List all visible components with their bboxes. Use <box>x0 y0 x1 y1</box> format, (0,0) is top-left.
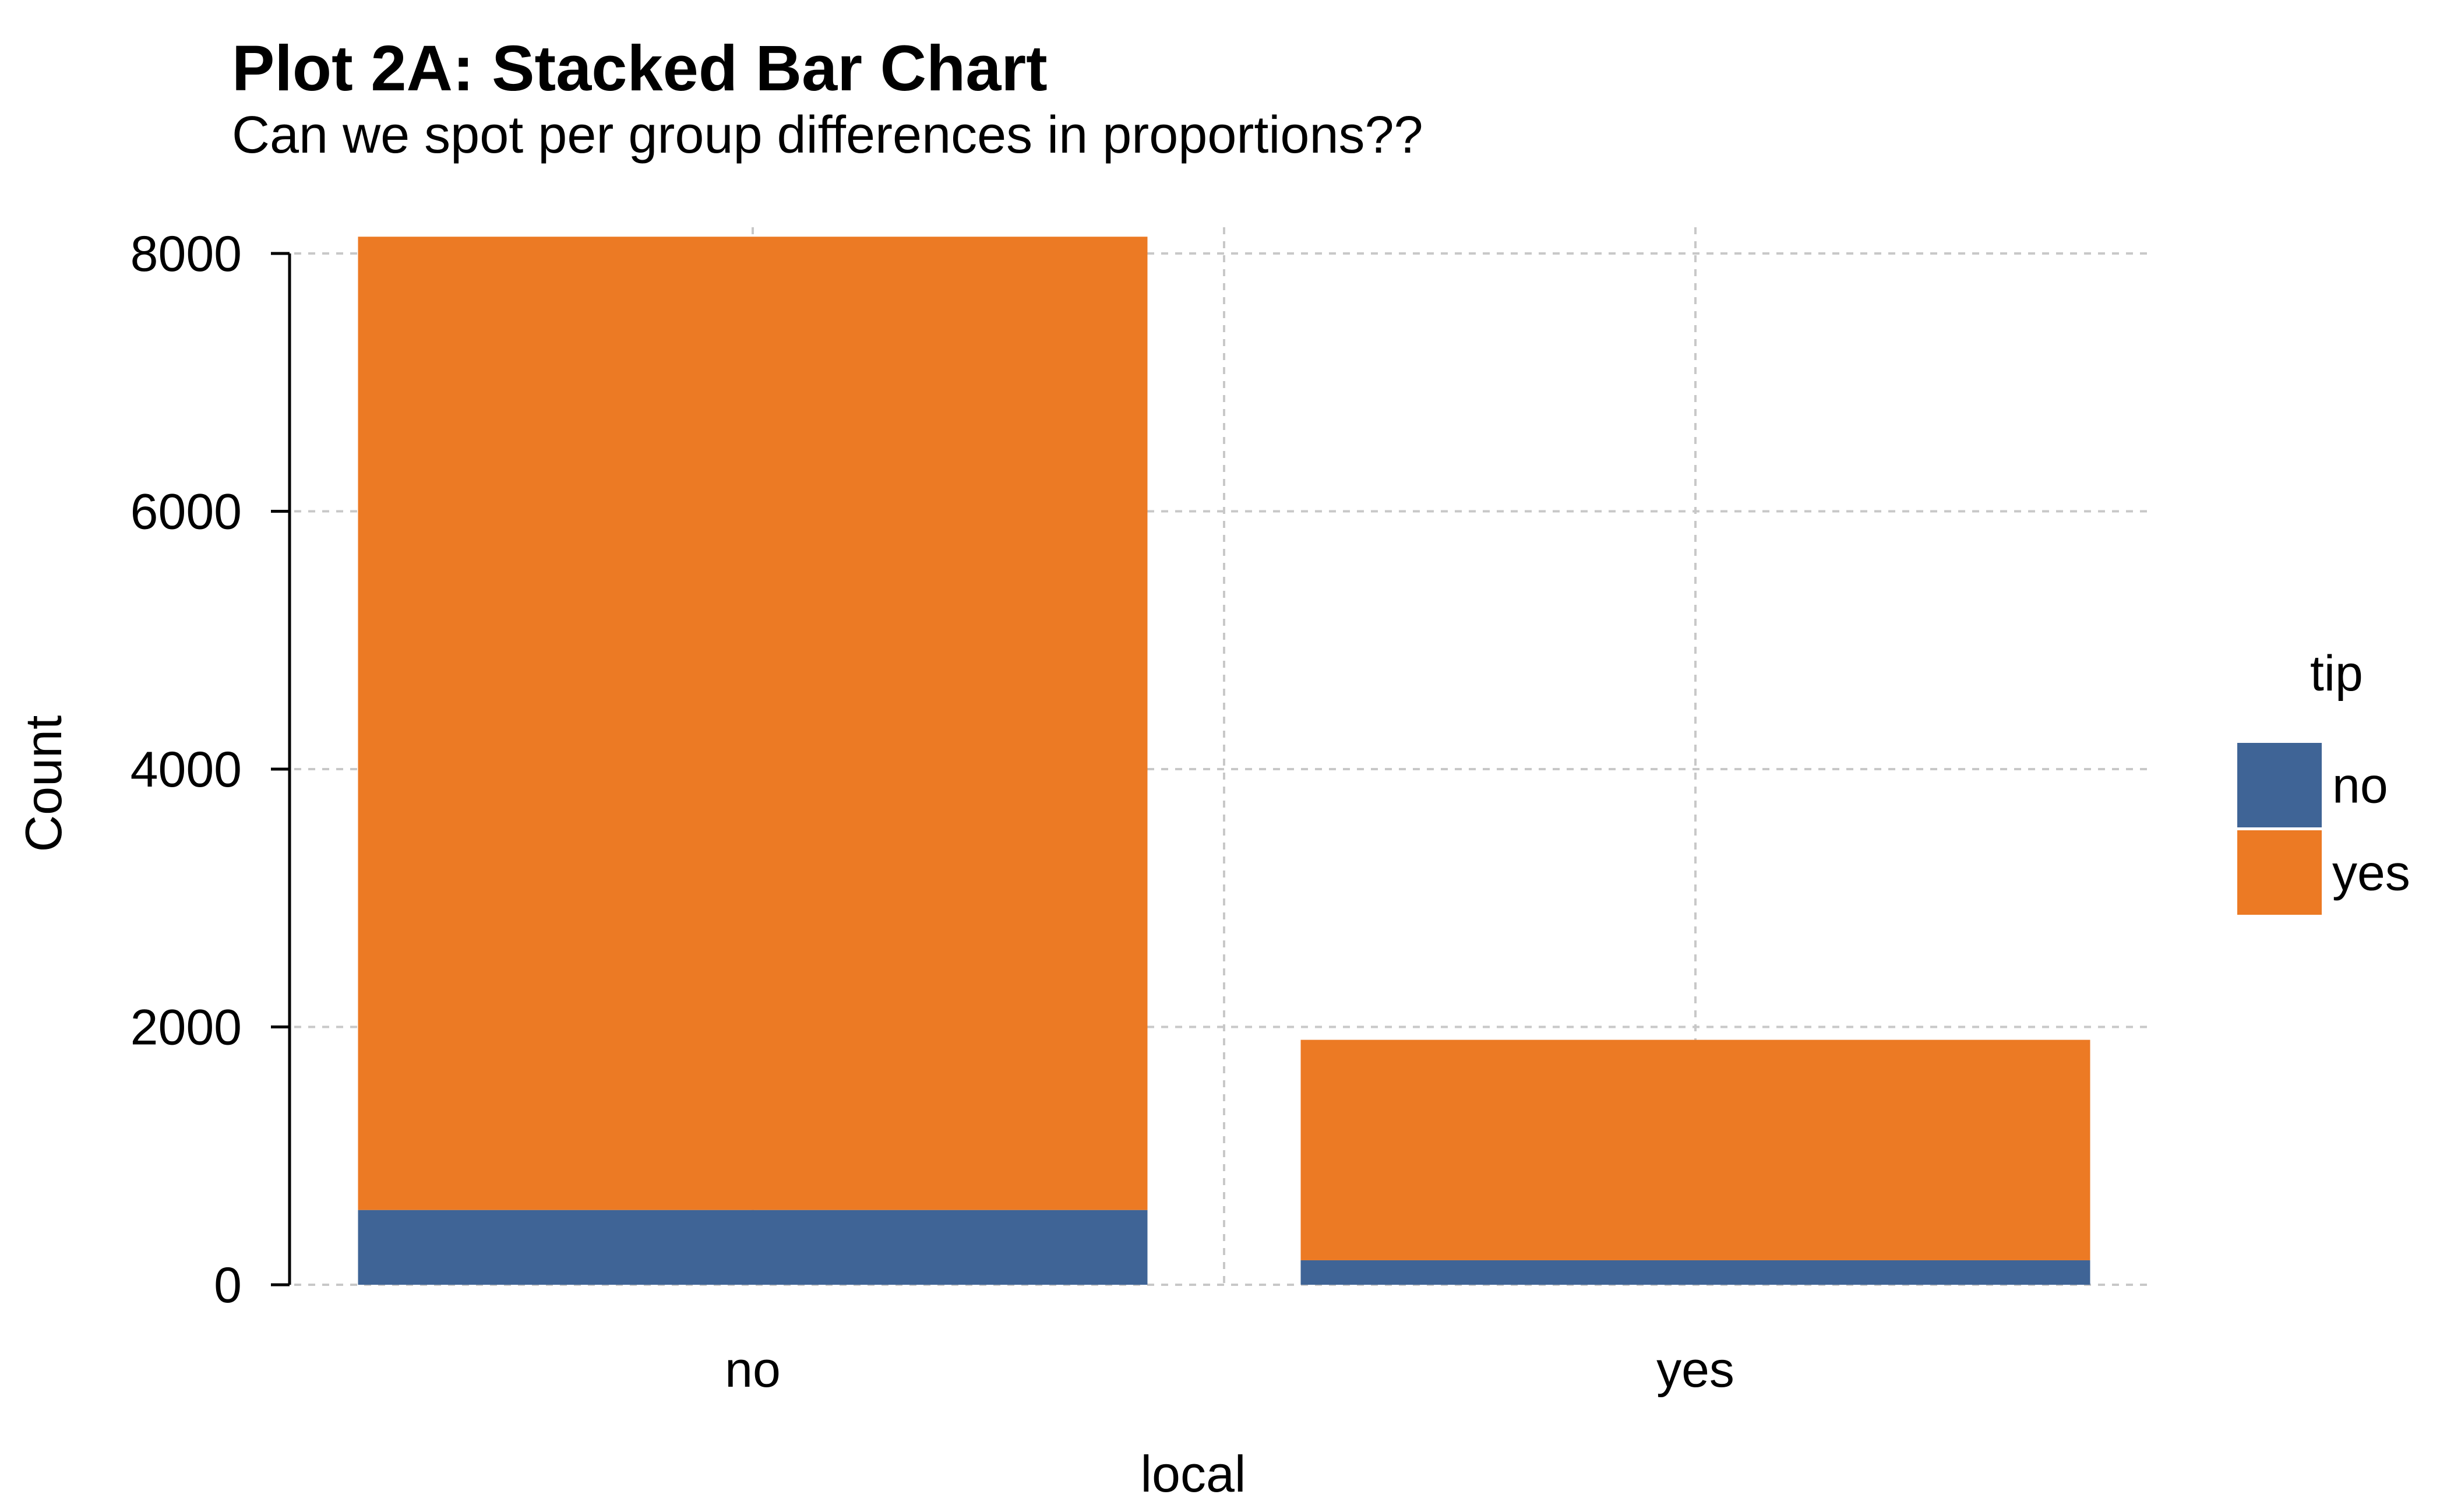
x-axis-title: local <box>1141 1445 1246 1503</box>
bar-yes-yes <box>1300 1039 2090 1260</box>
legend-key-yes <box>2237 830 2322 915</box>
y-axis-title: Count <box>15 716 72 852</box>
bar-no-yes <box>358 237 1148 1210</box>
y-tick-label: 6000 <box>131 484 242 540</box>
bar-no-no <box>358 1210 1148 1285</box>
y-tick-label: 0 <box>214 1257 242 1313</box>
chart-subtitle: Can we spot per group differences in pro… <box>232 106 1423 164</box>
y-tick-label: 2000 <box>131 1000 242 1056</box>
legend-title: tip <box>2310 646 2363 702</box>
bars <box>358 237 2090 1285</box>
axes: 0 2000 4000 6000 8000 no yes <box>131 226 1734 1398</box>
chart-title: Plot 2A: Stacked Bar Chart <box>232 33 1048 104</box>
legend-label-yes: yes <box>2332 845 2410 901</box>
bar-yes-no <box>1300 1260 2090 1285</box>
legend-key-no <box>2237 743 2322 827</box>
x-tick-label: yes <box>1656 1342 1734 1398</box>
legend-label-no: no <box>2332 758 2388 814</box>
y-tick-label: 4000 <box>131 742 242 798</box>
y-tick-label: 8000 <box>131 226 242 282</box>
x-tick-label: no <box>725 1342 781 1398</box>
legend: tip no yes <box>2237 646 2410 915</box>
